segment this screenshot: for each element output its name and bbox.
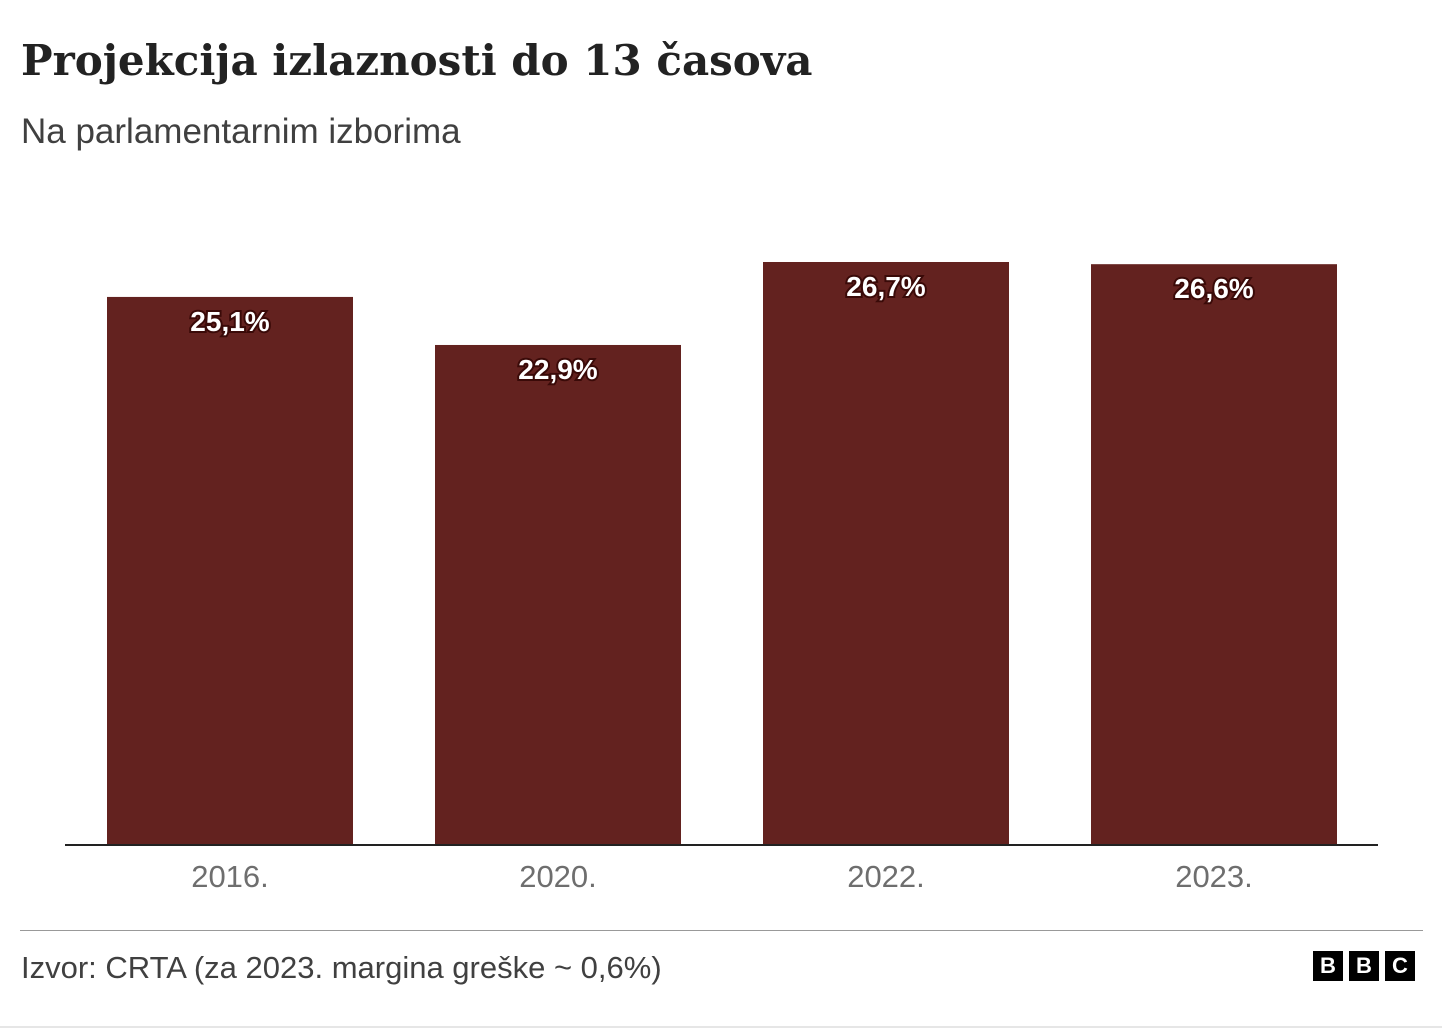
logo-letter: B	[1349, 951, 1379, 981]
divider	[20, 930, 1423, 931]
data-label: 26,7%	[846, 271, 925, 302]
x-tick-label: 2023.	[1175, 859, 1253, 894]
data-label: 22,9%	[518, 354, 597, 385]
bottom-border	[0, 1026, 1442, 1028]
bar	[1091, 264, 1337, 845]
bar	[435, 344, 681, 845]
data-label: 25,1%	[190, 306, 269, 337]
logo-letter: B	[1313, 951, 1343, 981]
logo-letter: C	[1385, 951, 1415, 981]
chart-subtitle: Na parlamentarnim izborima	[21, 112, 461, 151]
bar	[107, 296, 353, 845]
x-tick-label: 2022.	[847, 859, 925, 894]
bar	[763, 262, 1009, 845]
bar-chart: 25,1% 2016. 22,9% 2020. 26,7% 2022. 26,6% 2023.	[65, 262, 1378, 894]
source-note: Izvor: CRTA (za 2023. margina greške ~ 0…	[21, 950, 662, 985]
bbc-logo: B B C	[1313, 951, 1415, 981]
chart-title: Projekcija izlaznosti do 13 časova	[21, 36, 813, 85]
x-tick-label: 2020.	[519, 859, 597, 894]
x-tick-label: 2016.	[191, 859, 269, 894]
data-label: 26,6%	[1174, 273, 1253, 304]
